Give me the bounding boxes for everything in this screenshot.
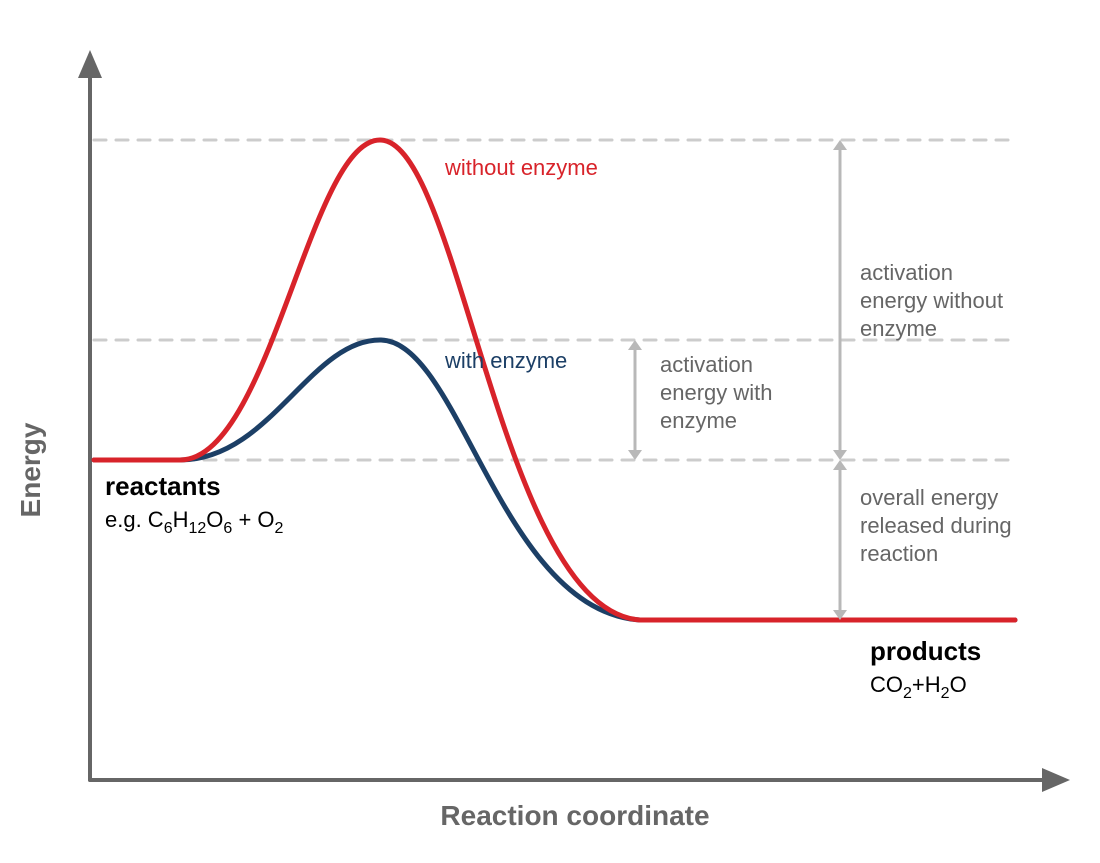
reactants-title: reactants: [105, 471, 221, 501]
energy-diagram: Reaction coordinate Energy without enzyme w…: [0, 0, 1100, 863]
label-with-enzyme: with enzyme: [444, 348, 567, 373]
products-title: products: [870, 636, 981, 666]
x-axis-label: Reaction coordinate: [440, 800, 709, 831]
y-axis-label: Energy: [15, 422, 46, 517]
label-without-enzyme: without enzyme: [444, 155, 598, 180]
